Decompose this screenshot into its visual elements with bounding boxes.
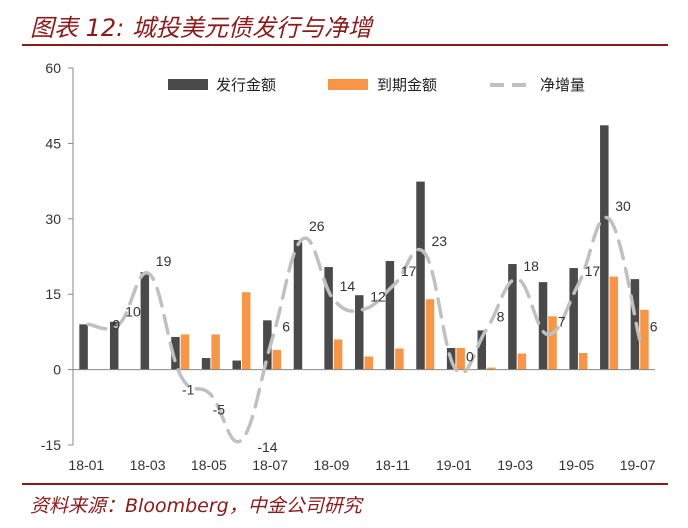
net-data-label: -5 — [213, 402, 226, 418]
issuance-bar — [569, 268, 578, 370]
legend-label-maturity: 到期金额 — [377, 76, 437, 94]
y-tick-label: 15 — [45, 286, 61, 302]
net-data-label: 6 — [650, 318, 658, 334]
net-data-label: 23 — [431, 233, 447, 249]
maturity-bar — [548, 316, 557, 370]
net-data-label: 10 — [125, 303, 141, 319]
x-tick-label: 18-07 — [252, 457, 288, 473]
x-tick-label: 18-09 — [313, 457, 349, 473]
y-tick-label: 0 — [53, 362, 61, 378]
issuance-bar — [385, 261, 395, 370]
maturity-bar — [211, 334, 220, 370]
x-tick-label: 19-03 — [497, 457, 533, 473]
y-tick-label: 45 — [45, 135, 61, 151]
x-tick-label: 18-03 — [130, 457, 166, 473]
net-data-label: 19 — [156, 253, 172, 269]
net-data-label: 8 — [497, 308, 505, 324]
footer-rule — [22, 483, 668, 485]
chart-title: 图表 12: 城投美元债发行与净增 — [30, 14, 372, 42]
maturity-bar — [456, 347, 465, 370]
y-tick-label: 30 — [45, 211, 61, 227]
net-data-label: 0 — [466, 349, 474, 365]
maturity-bar — [640, 309, 649, 370]
x-tick-label: 19-07 — [620, 457, 656, 473]
issuance-bar — [477, 330, 487, 370]
legend-swatch-issuance — [168, 79, 208, 90]
maturity-bar — [272, 349, 282, 370]
maturity-bar — [487, 367, 496, 370]
net-data-label: -14 — [257, 439, 277, 455]
maturity-bar — [517, 353, 527, 370]
maturity-bar — [425, 299, 435, 370]
issuance-bar — [140, 272, 150, 370]
maturity-bar — [333, 339, 343, 370]
maturity-bar — [578, 353, 588, 370]
issuance-bar — [263, 320, 272, 370]
net-data-label: 17 — [585, 263, 601, 279]
x-tick-label: 18-05 — [191, 457, 227, 473]
net-data-label: 18 — [523, 258, 539, 274]
x-tick-label: 19-05 — [559, 457, 595, 473]
issuance-bar — [232, 360, 241, 370]
y-tick-label: -15 — [41, 437, 61, 453]
issuance-bar — [600, 125, 609, 370]
issuance-bar — [293, 239, 303, 370]
maturity-bar — [609, 276, 619, 370]
y-tick-label: 60 — [45, 60, 61, 76]
net-data-label: 26 — [309, 218, 325, 234]
issuance-bar — [171, 336, 180, 370]
source-note: 资料来源：Bloomberg，中金公司研究 — [30, 495, 362, 517]
net-data-label: 14 — [340, 278, 356, 294]
issuance-bar — [109, 321, 119, 370]
issuance-bar — [324, 267, 333, 370]
net-data-label: 9 — [112, 316, 120, 332]
issuance-bar — [538, 282, 548, 370]
net-data-label: 12 — [370, 288, 386, 304]
net-data-label: 6 — [282, 318, 290, 334]
maturity-bar — [241, 292, 251, 370]
net-data-label: 7 — [558, 313, 566, 329]
net-increase-line — [86, 215, 642, 444]
maturity-bar — [364, 356, 373, 370]
maturity-bar — [180, 334, 190, 370]
issuance-bar — [355, 295, 364, 370]
net-data-label: -1 — [182, 382, 195, 398]
legend-label-net: 净增量 — [540, 76, 585, 94]
net-data-label: 30 — [615, 198, 631, 214]
net-data-label: 17 — [401, 263, 417, 279]
legend-label-issuance: 发行金额 — [216, 76, 276, 94]
issuance-bar — [416, 181, 425, 370]
legend-swatch-maturity — [328, 79, 368, 90]
issuance-bar — [79, 324, 88, 370]
x-tick-label: 18-11 — [375, 457, 410, 473]
issuance-bar — [508, 264, 517, 370]
x-tick-label: 18-01 — [68, 457, 104, 473]
issuance-bar — [201, 358, 211, 370]
x-tick-label: 19-01 — [436, 457, 472, 473]
title-rule — [22, 44, 668, 46]
maturity-bar — [395, 348, 404, 370]
